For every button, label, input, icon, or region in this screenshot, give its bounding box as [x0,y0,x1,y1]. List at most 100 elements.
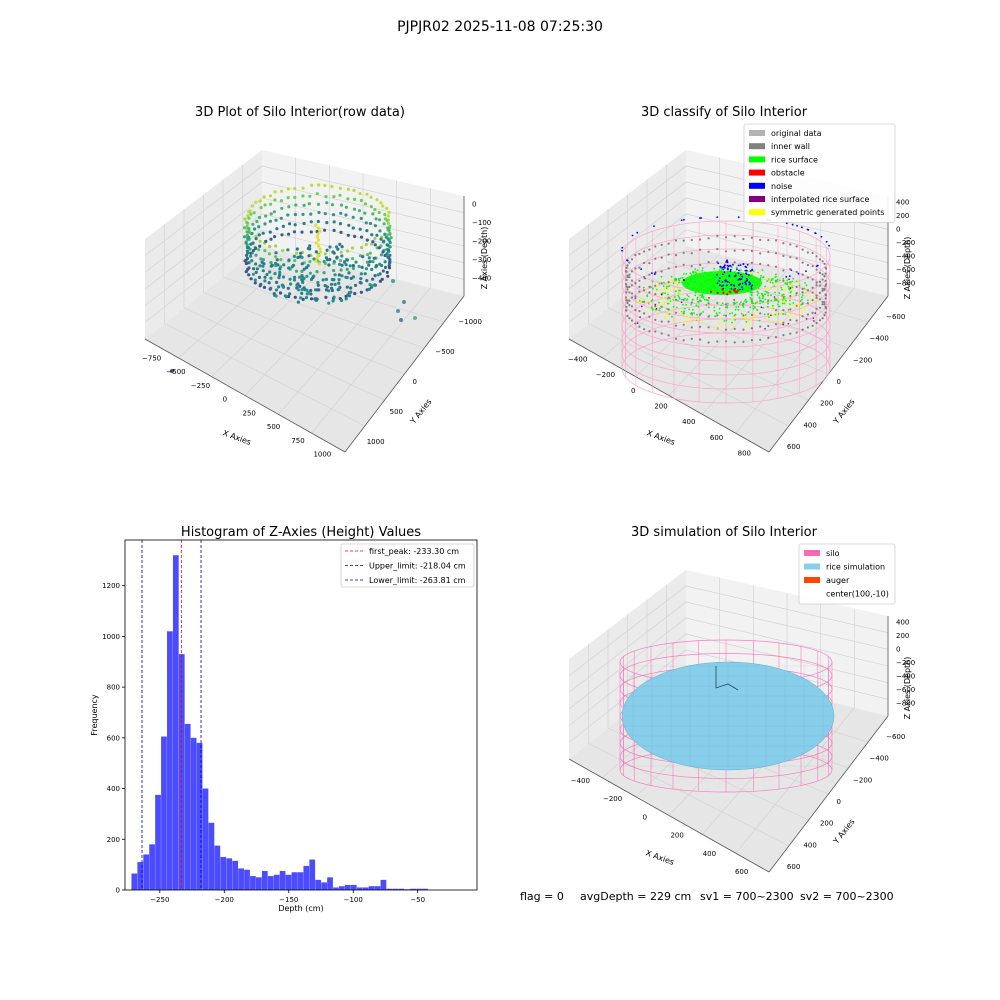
data-point [258,264,262,268]
x-tick-label: −400 [571,777,590,785]
symmetric-point [659,280,662,283]
histogram-bar [226,858,233,890]
noise-point [723,267,726,269]
y-tick-label: 0 [837,798,841,806]
y-tick-label: 200 [820,400,833,408]
inner-wall-point [821,278,824,281]
data-point [332,260,336,264]
rice-surface-point [696,269,699,272]
inner-wall-point [742,340,745,343]
data-point [340,254,344,258]
inner-wall-point [638,310,641,313]
inner-wall-point [625,305,628,308]
data-point [287,258,291,262]
data-point [337,281,341,285]
symmetric-point [750,272,753,275]
data-point [358,280,362,285]
z-tick-label: 0 [472,200,476,208]
data-point [274,255,278,259]
rice-surface-point [701,269,704,272]
data-point [323,252,327,256]
inner-wall-point [628,273,631,276]
inner-wall-point [823,314,826,317]
histogram-x-label: Depth (cm) [278,904,323,913]
rice-surface-point [758,319,761,322]
rice-surface-point [671,315,673,318]
rice-surface-point [795,294,798,296]
x-tick-label: −200 [596,371,615,379]
symmetric-point [727,323,729,326]
data-point [346,233,350,237]
inner-wall-point [750,261,754,264]
histogram-bar [256,877,262,890]
data-point [262,262,266,266]
symmetric-point [677,283,679,286]
data-point [309,212,313,216]
auger-marker [715,666,739,691]
panel-raw-3d-y-label: Y Axies [408,397,434,426]
data-point [373,243,377,247]
rice-surface-point [652,287,654,290]
histogram-bar [386,888,393,890]
inner-wall-point [742,314,745,317]
data-point [261,264,265,268]
data-point [270,263,274,267]
rice-surface-point [650,299,653,302]
rice-surface-point [767,300,769,303]
rice-surface-point [750,301,753,304]
histogram-bar [161,736,167,890]
noise-point [651,272,653,274]
symmetric-point [784,279,787,281]
data-point [391,279,395,283]
x-tick-label: 0 [643,813,647,821]
data-point [365,229,369,233]
y-tick-label: 600 [787,443,800,451]
data-point [368,260,372,264]
data-point [281,224,285,228]
panel-raw-3d-points [170,183,417,373]
data-point [383,232,387,236]
symmetric-point [676,288,678,291]
inner-wall-point [821,287,824,290]
symmetric-point [797,282,799,285]
interpolated-point [654,303,657,306]
data-point [327,263,331,267]
inner-wall-point [811,311,814,314]
rice-surface-point [761,297,764,300]
inner-wall-point [759,325,762,328]
inner-wall-point [818,271,822,274]
rice-surface-point [702,297,705,299]
rice-surface-point [787,285,790,288]
data-point [306,290,311,295]
inner-wall-point [690,337,693,340]
data-point [278,270,282,274]
data-point [254,246,258,250]
inner-wall-point [724,340,728,343]
data-point [301,186,305,190]
legend-label: inner wall [771,142,810,151]
inner-wall-point [674,337,678,340]
inner-wall-point [759,338,762,341]
data-point [305,274,309,278]
rice-surface-point [723,314,725,317]
data-point [386,221,391,225]
data-point [288,222,292,226]
data-point [364,221,368,225]
data-point [257,248,261,252]
symmetric-point [773,314,775,316]
data-point [246,251,250,255]
data-point [259,282,263,286]
noise-point [683,218,685,221]
rice-surface-point [788,288,791,291]
inner-wall-point [628,291,631,294]
data-point [327,289,331,293]
data-point [389,236,393,240]
data-point [253,281,257,285]
inner-wall-point [750,236,754,239]
data-point [309,297,314,301]
symmetric-point [802,307,805,310]
legend-label: rice simulation [826,563,885,572]
data-point [301,280,305,285]
z-tick-label: −600 [896,686,915,694]
interpolated-point [644,277,646,280]
